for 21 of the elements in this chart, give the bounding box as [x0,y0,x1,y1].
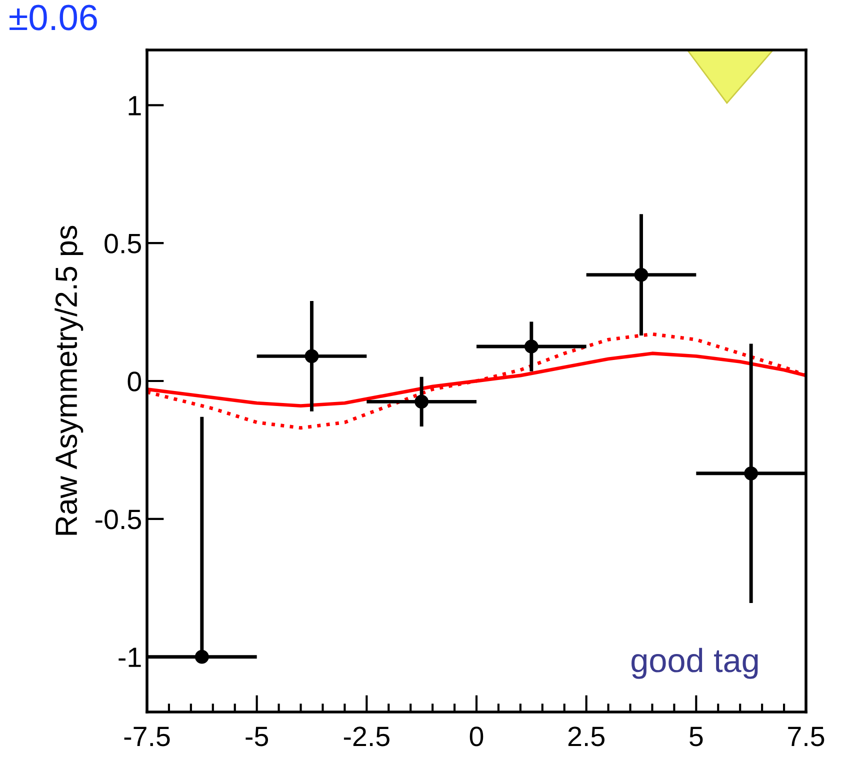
y-tick-label: -1 [118,648,141,667]
y-tick-label: -0.5 [96,510,141,530]
point [304,349,319,364]
x-tick-label: 5 [690,726,703,746]
point [634,268,648,282]
x-tick-label: 7.5 [788,726,824,746]
annotation: good tag [632,648,758,679]
y-tick-label: 1 [128,96,141,116]
y-axis-title: Raw Asymmetry/2.5 ps [54,226,84,535]
y-tick-label: 0.5 [104,234,141,254]
text: ±0.06 [10,4,97,30]
point [414,394,429,409]
y-tick-label: 0 [128,372,142,392]
x-tick-label: 2.5 [568,726,604,746]
point [524,340,538,354]
point [194,650,209,664]
point [744,466,758,480]
x-tick-label: 0 [470,726,484,746]
x-tick-label: -5 [246,726,268,746]
x-tick-label: -7.5 [124,726,170,746]
x-tick-label: -2.5 [344,726,390,746]
